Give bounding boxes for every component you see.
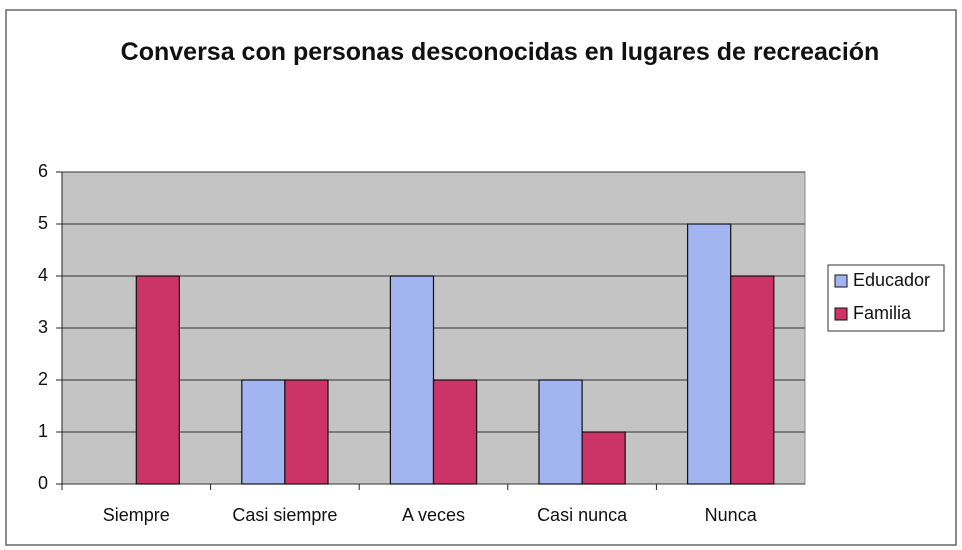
y-tick-label: 3 [38,317,48,337]
x-tick-label: Nunca [705,505,758,525]
x-tick-label: Casi nunca [537,505,628,525]
bar [135,275,180,485]
legend-label: Familia [853,303,912,323]
chart-title: Conversa con personas desconocidas en lu… [120,38,880,66]
bar [241,379,286,485]
chart-border [5,9,957,546]
x-tick-label: Casi siempre [232,505,337,525]
legend-swatch [834,307,848,321]
bar [730,275,775,485]
bar [389,275,435,485]
x-tick-label: Siempre [103,505,170,525]
y-tick-label: 2 [38,369,48,389]
bar [687,223,732,485]
y-tick-label: 1 [38,421,48,441]
legend-swatch [834,274,848,288]
y-tick-label: 4 [38,265,48,285]
legend-label: Educador [853,270,930,290]
y-tick-label: 5 [38,213,48,233]
y-tick-label: 0 [38,473,48,493]
bar [284,379,329,485]
bar [538,379,583,485]
bar [432,379,478,485]
bar [581,431,626,485]
x-tick-label: A veces [402,505,465,525]
y-tick-label: 6 [38,161,48,181]
